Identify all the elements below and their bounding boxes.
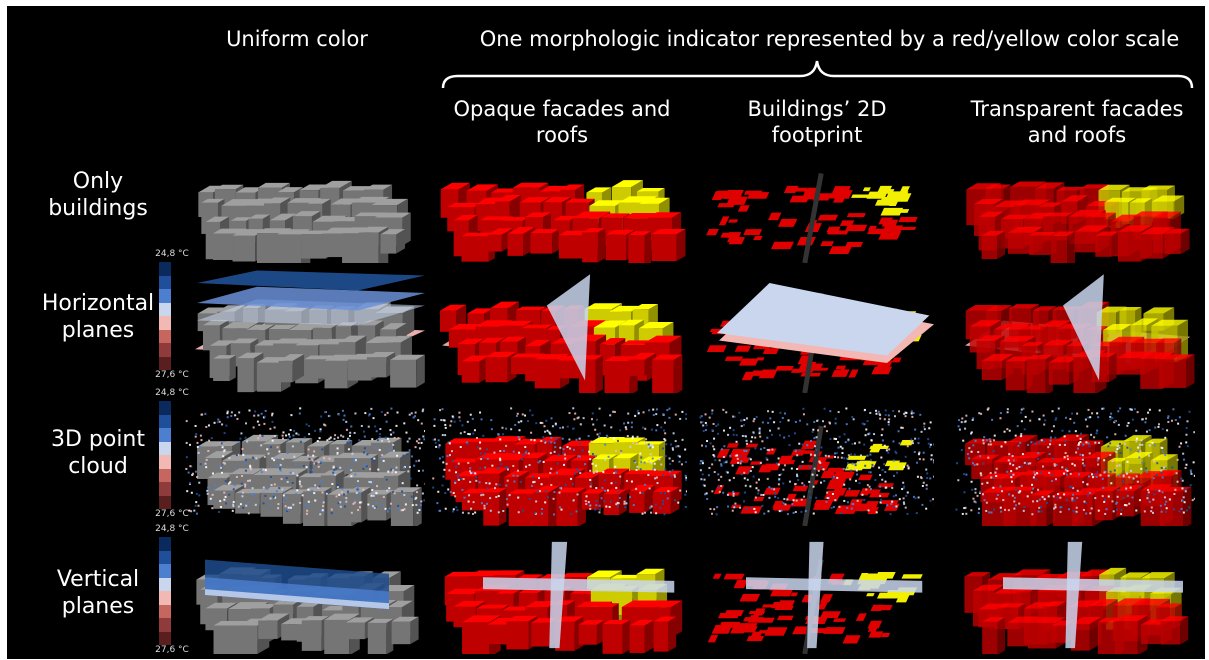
- legend-color-swatch: [159, 631, 171, 645]
- legend-color-swatch: [159, 604, 171, 618]
- legend-bottom-label: 27,6 °C: [155, 509, 189, 519]
- legend-color-bar: [159, 537, 171, 645]
- legend-color-swatch: [159, 275, 171, 289]
- legend-color-bar: [159, 262, 171, 370]
- city-render: [706, 172, 918, 263]
- header-footprint: Buildings’ 2D footprint: [707, 96, 927, 148]
- legend-color-swatch: [159, 329, 171, 343]
- city-render: [707, 541, 923, 654]
- legend-color-swatch: [159, 455, 171, 469]
- city-render: [966, 181, 1190, 263]
- legend-color-swatch: [159, 316, 171, 330]
- city-render: [965, 274, 1195, 393]
- header-group-brace: [441, 60, 1194, 89]
- legend-bottom-label: 27,6 °C: [155, 645, 189, 655]
- row-label-line2: planes: [61, 594, 135, 619]
- color-legend-vertical: 24,8 °C 27,6 °C: [155, 524, 195, 659]
- city-render: [196, 559, 419, 654]
- header-opaque-line2: roofs: [535, 123, 589, 147]
- cell-footprint-only-buildings: [699, 151, 934, 263]
- header-transparent: Transparent facades and roofs: [957, 96, 1197, 148]
- row-label-line1: 3D point: [50, 427, 146, 452]
- row-label-only-buildings: Only buildings: [23, 168, 173, 222]
- cell-transparent-point-cloud: [955, 401, 1195, 526]
- row-label-vertical-planes: Vertical planes: [23, 566, 173, 620]
- legend-color-swatch: [159, 441, 171, 455]
- header-uniform-color: Uniform color: [226, 27, 368, 51]
- row-label-line2: planes: [61, 318, 135, 343]
- cell-uniform-only-buildings: [185, 151, 415, 263]
- cell-footprint-point-cloud: [699, 401, 934, 526]
- row-label-line1: Only: [72, 169, 124, 194]
- cell-opaque-vertical-planes: [432, 536, 687, 654]
- legend-color-swatch: [159, 591, 171, 605]
- legend-color-swatch: [159, 428, 171, 442]
- legend-color-swatch: [159, 564, 171, 578]
- header-transparent-line2: and roofs: [1027, 123, 1127, 147]
- city-render: [706, 283, 934, 393]
- legend-color-swatch: [159, 468, 171, 482]
- city-render: [195, 270, 425, 393]
- cell-transparent-horizontal-planes: [955, 268, 1195, 393]
- header-opaque: Opaque facades and roofs: [432, 96, 692, 148]
- legend-top-label: 24,8 °C: [155, 388, 189, 398]
- city-render: [699, 407, 934, 526]
- city-render: [440, 180, 686, 263]
- legend-color-swatch: [159, 289, 171, 303]
- row-label-line2: cloud: [68, 454, 128, 479]
- legend-top-label: 24,8 °C: [155, 249, 189, 259]
- row-label-line1: Horizontal: [41, 291, 155, 316]
- cell-uniform-horizontal-planes: [185, 268, 425, 393]
- legend-color-swatch: [159, 482, 171, 496]
- legend-color-swatch: [159, 302, 171, 316]
- figure-panel: Uniform color One morphologic indicator …: [7, 6, 1205, 659]
- legend-bottom-label: 27,6 °C: [155, 370, 189, 380]
- header-transparent-line1: Transparent facades: [970, 97, 1184, 121]
- legend-color-swatch: [159, 262, 171, 276]
- legend-top-label: 24,8 °C: [155, 524, 189, 534]
- color-legend-horizontal: 24,8 °C 27,6 °C: [155, 249, 195, 384]
- cell-transparent-vertical-planes: [955, 536, 1195, 654]
- city-render: [964, 541, 1189, 654]
- legend-color-swatch: [159, 537, 171, 551]
- header-opaque-line1: Opaque facades and: [453, 97, 671, 121]
- legend-color-swatch: [159, 343, 171, 357]
- legend-color-swatch: [159, 356, 171, 370]
- header-group-title: One morphologic indicator represented by…: [479, 27, 1180, 51]
- legend-color-swatch: [159, 495, 171, 509]
- city-render: [440, 274, 683, 393]
- cell-footprint-vertical-planes: [699, 536, 934, 654]
- legend-color-bar: [159, 401, 171, 509]
- city-render: [198, 180, 411, 263]
- cell-opaque-horizontal-planes: [432, 268, 687, 393]
- color-legend-point-cloud: 24,8 °C 27,6 °C: [155, 388, 195, 523]
- legend-color-swatch: [159, 618, 171, 632]
- legend-color-swatch: [159, 414, 171, 428]
- row-label-horizontal-planes: Horizontal planes: [23, 290, 173, 344]
- row-label-3d-point-cloud: 3D point cloud: [23, 426, 173, 480]
- city-render: [185, 407, 425, 526]
- city-render: [444, 541, 683, 654]
- header-footprint-line2: footprint: [771, 123, 863, 147]
- row-label-line1: Vertical: [56, 567, 140, 592]
- cell-uniform-vertical-planes: [185, 536, 425, 654]
- cell-opaque-point-cloud: [432, 401, 687, 526]
- cell-uniform-point-cloud: [185, 401, 425, 526]
- city-render: [432, 407, 687, 526]
- legend-color-swatch: [159, 401, 171, 415]
- cell-footprint-horizontal-planes: [699, 268, 934, 393]
- city-render: [955, 407, 1195, 526]
- row-label-line2: buildings: [48, 196, 148, 221]
- header-footprint-line1: Buildings’ 2D: [747, 97, 887, 121]
- legend-color-swatch: [159, 550, 171, 564]
- cell-opaque-only-buildings: [432, 151, 687, 263]
- cell-transparent-only-buildings: [955, 151, 1195, 263]
- legend-color-swatch: [159, 577, 171, 591]
